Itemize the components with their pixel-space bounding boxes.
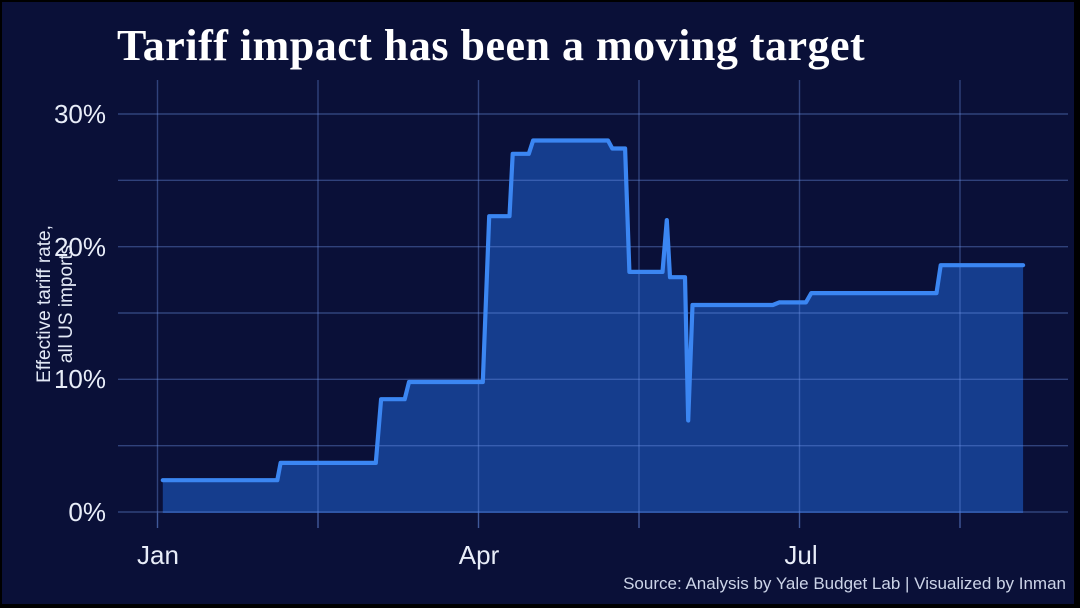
y-tick-0: 0% [68, 497, 106, 527]
source-caption: Source: Analysis by Yale Budget Lab | Vi… [623, 574, 1066, 593]
tariff-rate-line [160, 138, 1026, 483]
y-axis-label-line2: all US imports [56, 244, 77, 364]
x-tick-apr: Apr [458, 540, 500, 570]
y-tick-10: 10% [53, 364, 106, 394]
x-tick-jul: Jul [784, 540, 818, 570]
y-tick-30: 30% [53, 99, 106, 129]
x-tick-jan: Jan [137, 540, 179, 570]
area-fill [162, 140, 1024, 513]
y-tick-20: 20% [53, 232, 106, 262]
chart-title: Tariff impact has been a moving target [117, 21, 866, 70]
